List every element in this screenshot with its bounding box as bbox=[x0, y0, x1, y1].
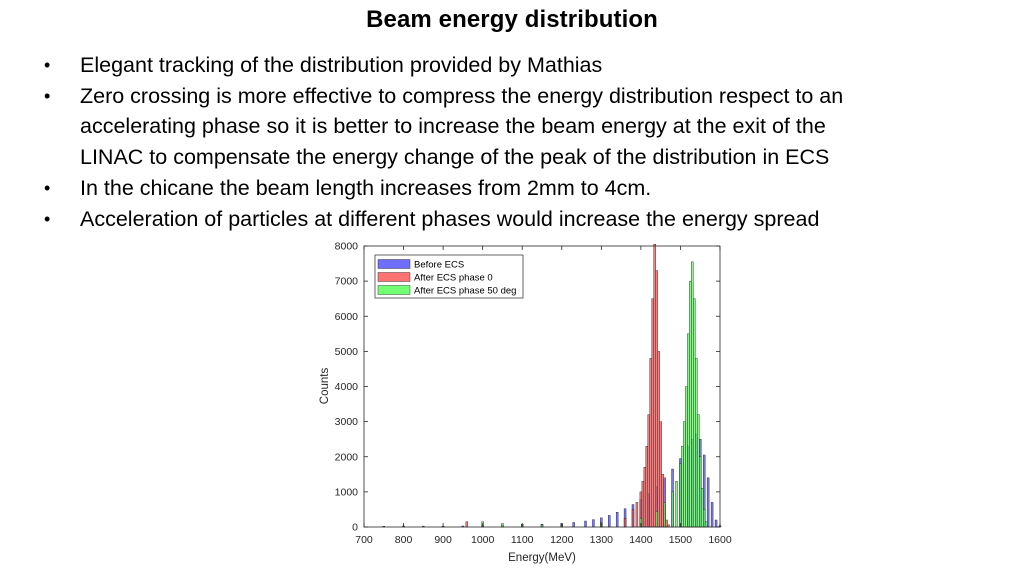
histogram-bar bbox=[695, 358, 698, 528]
slide-title: Beam energy distribution bbox=[366, 6, 658, 33]
y-tick-label: 8000 bbox=[335, 241, 359, 253]
bullet-list: • Elegant tracking of the distribution pr… bbox=[38, 50, 938, 234]
x-tick-label: 1100 bbox=[511, 534, 534, 546]
x-tick-label: 800 bbox=[395, 534, 413, 546]
histogram-bar bbox=[689, 280, 692, 528]
x-axis-label: Energy(MeV) bbox=[508, 552, 576, 564]
bullet-item: LINAC to compensate the energy change of… bbox=[38, 142, 938, 173]
legend-label: Before ECS bbox=[414, 260, 464, 271]
energy-histogram-chart: 700 800 900 1000 1100 1200 1300 1400 1500 1600 0 10… bbox=[319, 241, 732, 565]
y-tick-label: 0 bbox=[352, 522, 358, 534]
histogram-bar bbox=[657, 351, 660, 528]
bullet-item: • In the chicane the beam length increase… bbox=[38, 173, 938, 204]
y-tick-label: 1000 bbox=[335, 486, 359, 498]
histogram-bar bbox=[631, 509, 635, 528]
x-tick-label: 900 bbox=[434, 534, 452, 546]
histogram-bar bbox=[651, 298, 654, 528]
legend-label: After ECS phase 0 bbox=[414, 273, 493, 284]
bullet-text: Elegant tracking of the distribution pro… bbox=[80, 53, 603, 77]
histogram-bar bbox=[647, 414, 650, 528]
histogram-bar bbox=[663, 502, 666, 528]
histogram-bar bbox=[572, 522, 575, 528]
y-tick-label: 4000 bbox=[335, 381, 359, 393]
histogram-bar bbox=[635, 502, 639, 528]
histogram-bar bbox=[693, 298, 696, 528]
histogram-bar bbox=[679, 463, 682, 528]
bullet-text: LINAC to compensate the energy change of… bbox=[80, 145, 830, 170]
x-tick-label: 700 bbox=[355, 534, 373, 546]
histogram-bar bbox=[661, 474, 664, 528]
histogram-bar bbox=[701, 488, 704, 528]
histogram-bar bbox=[653, 244, 656, 528]
histogram-bar bbox=[697, 414, 700, 528]
bullet-dot: • bbox=[44, 177, 51, 198]
histogram-bar bbox=[584, 520, 587, 528]
bullet-dot: • bbox=[44, 85, 51, 106]
legend-swatch bbox=[377, 285, 411, 295]
x-tick-label: 1400 bbox=[629, 534, 653, 546]
axis-ticks: 700 800 900 1000 1100 1200 1300 1400 1500 1600 0 10… bbox=[335, 241, 732, 547]
histogram-bar bbox=[714, 519, 718, 528]
histogram-bar bbox=[710, 502, 714, 528]
histogram-bar bbox=[655, 510, 658, 528]
histogram-bar bbox=[685, 386, 688, 528]
x-tick-label: 1600 bbox=[708, 534, 732, 546]
bullet-item: • Elegant tracking of the distribution pr… bbox=[38, 50, 938, 81]
histogram-bar bbox=[501, 523, 504, 528]
histogram-bar bbox=[691, 261, 694, 528]
histogram-bar bbox=[655, 270, 658, 528]
histogram-bar bbox=[702, 509, 706, 528]
histogram-bar bbox=[681, 446, 684, 528]
chart-legend: Before ECS After ECS phase 0 After ECS pha… bbox=[374, 254, 524, 299]
y-tick-label: 5000 bbox=[335, 346, 359, 358]
histogram-bar bbox=[643, 467, 647, 528]
bullet-text: In the chicane the beam length increases… bbox=[80, 175, 652, 200]
histogram-bar bbox=[704, 521, 708, 528]
histogram-bar bbox=[592, 519, 595, 528]
bullet-item: • Zero crossing is more effective to comp… bbox=[38, 81, 938, 112]
histogram-bar bbox=[608, 515, 611, 528]
y-tick-label: 7000 bbox=[335, 276, 359, 288]
y-tick-label: 2000 bbox=[335, 451, 359, 463]
histogram-bar bbox=[687, 333, 690, 528]
bullet-text: Acceleration of particles at different p… bbox=[80, 206, 820, 231]
histogram-bar bbox=[465, 521, 469, 528]
x-tick-label: 1300 bbox=[590, 534, 614, 546]
histogram-bar bbox=[665, 519, 668, 528]
histogram-bar bbox=[706, 477, 710, 528]
histogram-bar bbox=[623, 518, 627, 528]
histogram-bar bbox=[671, 491, 674, 528]
bullet-text: Zero crossing is more effective to compr… bbox=[80, 83, 844, 108]
bullet-dot: • bbox=[44, 208, 51, 229]
y-tick-label: 6000 bbox=[335, 311, 359, 323]
legend-swatch bbox=[377, 272, 411, 282]
histogram-bar bbox=[675, 481, 678, 528]
histogram-bar bbox=[659, 421, 662, 528]
legend-swatch bbox=[377, 259, 411, 269]
histogram-bar bbox=[699, 456, 702, 528]
bullet-text: accelerating phase so it is better to in… bbox=[80, 114, 826, 139]
histogram-bar bbox=[645, 446, 649, 528]
y-tick-label: 3000 bbox=[335, 416, 359, 428]
y-axis-label: Counts bbox=[319, 368, 331, 405]
bullet-dot: • bbox=[44, 55, 51, 75]
bullet-item: • Acceleration of particles at different … bbox=[38, 204, 938, 235]
x-tick-label: 1500 bbox=[669, 534, 693, 546]
histogram-bar bbox=[615, 512, 619, 528]
x-tick-label: 1200 bbox=[550, 534, 574, 546]
x-tick-label: 1000 bbox=[471, 534, 495, 546]
legend-label: After ECS phase 50 deg bbox=[414, 286, 516, 297]
histogram-bar bbox=[649, 358, 652, 528]
histogram-bar bbox=[683, 421, 686, 528]
histogram-bar bbox=[641, 481, 645, 528]
bullet-item: accelerating phase so it is better to in… bbox=[38, 111, 938, 142]
